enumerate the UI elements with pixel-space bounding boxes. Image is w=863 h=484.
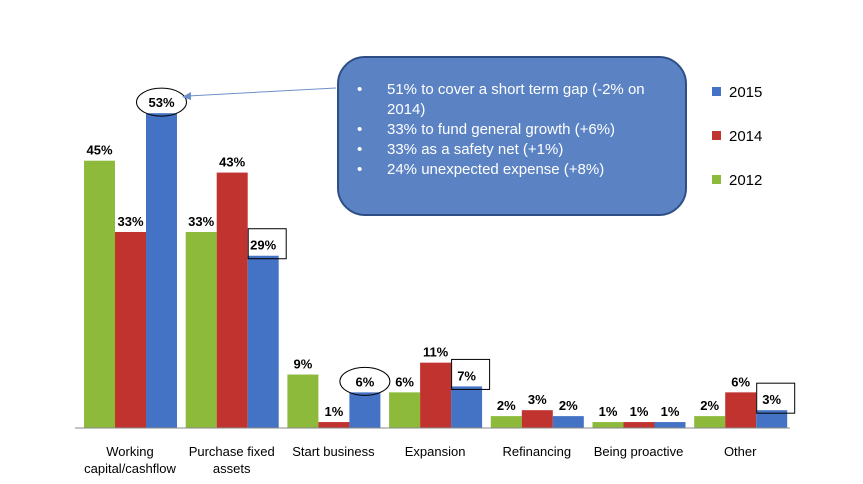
data-label-2015-purchase-fixed-assets: 29% bbox=[250, 238, 276, 253]
data-labels-group: 45% 33% 53% 33% 43% 29% 9% 1% 6% 6% 11% 7% 2% 3% 2% 1% 1… bbox=[86, 95, 781, 419]
bar-2014-working-capital-cashflow bbox=[115, 231, 146, 428]
bar-2012-refinancing bbox=[490, 416, 522, 428]
data-label-2014-other: 6% bbox=[731, 374, 750, 389]
category-label-other: Other bbox=[724, 444, 757, 459]
data-label-2015-other: 3% bbox=[762, 392, 781, 407]
legend-swatch-2015 bbox=[712, 87, 721, 96]
callout-item: • 33% as a safety net (+1%) bbox=[357, 140, 677, 160]
box-highlight-other bbox=[756, 382, 796, 414]
bar-2015-being-proactive bbox=[654, 422, 686, 428]
data-label-2014-purchase-fixed-assets: 43% bbox=[219, 155, 245, 170]
bar-2015-expansion bbox=[451, 386, 483, 428]
legend-label-2014: 2014 bbox=[729, 128, 762, 145]
callout-pointer-arrowhead bbox=[182, 92, 191, 100]
bar-2015-start-business bbox=[349, 392, 381, 428]
callout-item: • 24% unexpected expense (+8%) bbox=[357, 160, 677, 180]
bar-2015-purchase-fixed-assets bbox=[247, 255, 279, 428]
data-label-2012-start-business: 9% bbox=[294, 357, 313, 372]
bar-2014-being-proactive bbox=[623, 422, 655, 428]
callout-text: 24% unexpected expense (+8%) bbox=[387, 161, 605, 178]
box-highlight-expansion bbox=[451, 358, 491, 390]
circle-highlight-start-business bbox=[339, 366, 391, 396]
insight-callout: • 51% to cover a short term gap (-2% on 2… bbox=[337, 56, 687, 216]
bar-2012-other bbox=[694, 416, 726, 428]
category-label-refinancing: Refinancing bbox=[502, 444, 571, 459]
data-label-2014-working-capital-cashflow: 33% bbox=[117, 214, 143, 229]
callout-list: • 51% to cover a short term gap (-2% on 2… bbox=[357, 80, 677, 180]
data-label-2014-start-business: 1% bbox=[325, 404, 344, 419]
bar-2012-expansion bbox=[389, 392, 421, 428]
callout-item: • 33% to fund general growth (+6%) bbox=[357, 120, 677, 140]
callout-text: 33% as a safety net (+1%) bbox=[387, 141, 564, 158]
data-label-2015-refinancing: 2% bbox=[559, 398, 578, 413]
data-label-2012-refinancing: 2% bbox=[497, 398, 516, 413]
data-label-2015-expansion: 7% bbox=[457, 368, 476, 383]
data-label-2014-expansion: 11% bbox=[423, 345, 449, 360]
legend-label-2015: 2015 bbox=[729, 84, 762, 101]
bar-2012-being-proactive bbox=[592, 422, 624, 428]
bullet-icon: • bbox=[357, 121, 363, 138]
bar-2014-start-business bbox=[318, 422, 350, 428]
callout-pointer-line bbox=[187, 87, 337, 97]
data-label-2014-refinancing: 3% bbox=[528, 392, 547, 407]
data-label-2012-purchase-fixed-assets: 33% bbox=[188, 214, 214, 229]
bar-2014-refinancing bbox=[521, 410, 553, 428]
data-label-2012-other: 2% bbox=[700, 398, 719, 413]
category-label-purchase-fixed-assets: Purchase fixed assets bbox=[189, 444, 275, 476]
legend-swatch-2014 bbox=[712, 131, 721, 140]
category-labels-group: Working capital/cashflow Purchase fixed ass… bbox=[84, 444, 757, 476]
data-label-2012-being-proactive: 1% bbox=[599, 404, 618, 419]
data-label-2015-working-capital-cashflow: 53% bbox=[148, 95, 174, 110]
category-label-working-capital-cashflow: Working capital/cashflow bbox=[84, 444, 176, 476]
callout-text: 51% to cover a short term gap (-2% on 20… bbox=[387, 81, 645, 118]
bar-2015-refinancing bbox=[552, 416, 584, 428]
bar-2012-start-business bbox=[287, 374, 319, 428]
box-highlight-purchase-fixed-assets bbox=[247, 228, 287, 260]
bar-2014-purchase-fixed-assets bbox=[216, 172, 248, 428]
category-label-expansion: Expansion bbox=[405, 444, 466, 459]
data-label-2012-expansion: 6% bbox=[395, 374, 414, 389]
data-label-2012-working-capital-cashflow: 45% bbox=[86, 143, 112, 158]
data-label-2015-being-proactive: 1% bbox=[661, 404, 680, 419]
bullet-icon: • bbox=[357, 141, 363, 158]
bar-2014-expansion bbox=[420, 362, 452, 428]
bullet-icon: • bbox=[357, 81, 363, 98]
bar-2015-working-capital-cashflow bbox=[146, 113, 177, 429]
callout-item: • 51% to cover a short term gap (-2% on 2… bbox=[357, 80, 677, 120]
legend-label-2012: 2012 bbox=[729, 172, 762, 189]
legend-swatch-2012 bbox=[712, 175, 721, 184]
bar-2015-other bbox=[756, 410, 788, 428]
bar-2014-other bbox=[725, 392, 757, 428]
data-label-2015-start-business: 6% bbox=[356, 374, 375, 389]
bar-2012-working-capital-cashflow bbox=[84, 160, 115, 428]
bar-2012-purchase-fixed-assets bbox=[185, 231, 217, 428]
circle-highlight-working-capital-cashflow bbox=[136, 87, 187, 117]
annotations-group bbox=[136, 87, 796, 414]
bars-group bbox=[84, 113, 788, 429]
legend: 2015 2014 2012 bbox=[712, 84, 762, 189]
bullet-icon: • bbox=[357, 161, 363, 178]
category-label-start-business: Start business bbox=[292, 444, 375, 459]
data-label-2014-being-proactive: 1% bbox=[630, 404, 649, 419]
callout-text: 33% to fund general growth (+6%) bbox=[387, 121, 616, 138]
category-label-being-proactive: Being proactive bbox=[594, 444, 684, 459]
